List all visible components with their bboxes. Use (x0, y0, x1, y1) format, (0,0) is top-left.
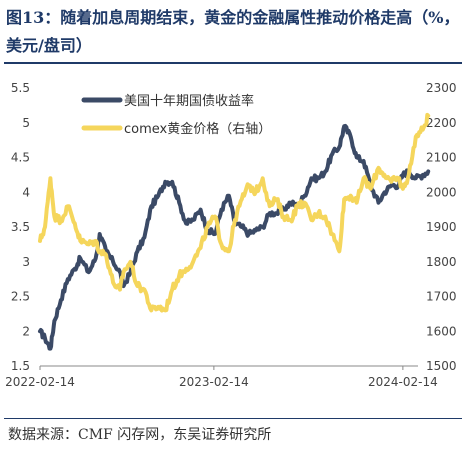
x-tick-label: 2023-02-14 (179, 375, 249, 389)
legend-label-treasury: 美国十年期国债收益率 (124, 93, 254, 109)
footer-divider (4, 418, 462, 419)
y-left-tick-label: 2 (22, 324, 30, 338)
y-right-tick-label: 1500 (426, 359, 457, 373)
x-tick-label: 2022-02-14 (5, 375, 75, 389)
y-left-tick-label: 5.5 (11, 81, 30, 95)
y-right-tick-label: 1800 (426, 255, 457, 269)
chart-series (38, 112, 431, 351)
legend-label-gold: comex黄金价格（右轴） (124, 121, 271, 137)
gold-price-line (38, 112, 431, 313)
y-left-tick-label: 4 (22, 185, 30, 199)
y-right-tick-label: 1600 (426, 324, 457, 338)
y-left-tick-label: 4.5 (11, 151, 30, 165)
y-right-tick-label: 2100 (426, 151, 457, 165)
treasury-yield-line (38, 123, 431, 351)
chart-legend: 美国十年期国债收益率 comex黄金价格（右轴） (81, 93, 271, 137)
y-left-tick-label: 2.5 (11, 290, 30, 304)
y-left-tick-label: 3 (22, 255, 30, 269)
x-tick-label: 2024-02-14 (368, 375, 438, 389)
title-divider (4, 62, 462, 64)
y-left-tick-label: 3.5 (11, 220, 30, 234)
y-right-tick-label: 2000 (426, 185, 457, 199)
chart-title: 图13：随着加息周期结束，黄金的金融属性推动价格走高（%，美元/盘司） (6, 8, 460, 55)
y-left-tick-label: 1.5 (11, 359, 30, 373)
data-source: 数据来源：CMF 闪存网，东吴证券研究所 (8, 427, 272, 443)
y-right-tick-label: 1700 (426, 290, 457, 304)
y-right-tick-label: 1900 (426, 220, 457, 234)
y-left-tick-label: 5 (22, 116, 30, 130)
y-right-tick-label: 2300 (426, 81, 457, 95)
y-right-tick-label: 2200 (426, 116, 457, 130)
chart-axes: 1.5 2 2.5 3 3.5 4 4.5 5 5.5 1500 1600 1700 1800 1900 2… (5, 81, 456, 389)
